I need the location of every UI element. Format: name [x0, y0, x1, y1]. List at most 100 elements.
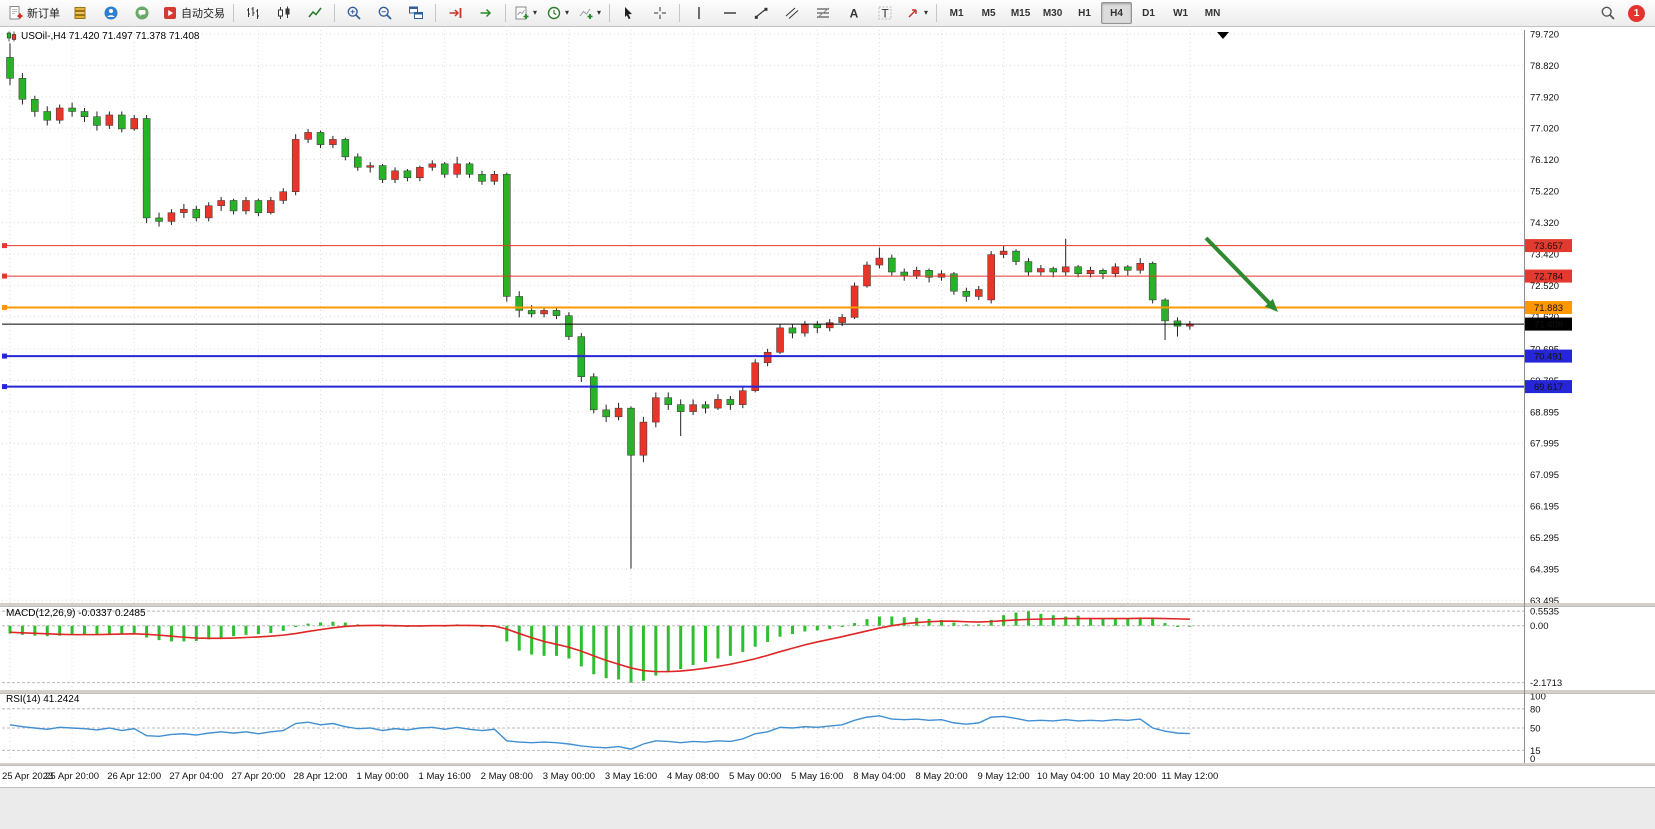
indicators-button[interactable]: ▾: [574, 1, 605, 25]
zoom-out-button[interactable]: [370, 1, 400, 25]
scroll-position-marker: [1217, 32, 1229, 39]
label-tool-icon: T: [878, 6, 892, 21]
zoom-in-button[interactable]: [339, 1, 369, 25]
chart-shift-button[interactable]: [440, 1, 470, 25]
vertical-line-icon: [698, 7, 700, 19]
fibonacci-tool-button[interactable]: [808, 1, 838, 25]
line-chart-mode-button[interactable]: [300, 1, 330, 25]
trend-arrow-annotation[interactable]: [1204, 236, 1278, 312]
horizontal-lines[interactable]: 73.657 72.784 71.883 70.491 69.617 71.408: [2, 239, 1572, 394]
svg-text:2 May 08:00: 2 May 08:00: [481, 771, 533, 782]
vertical-line-tool-button[interactable]: [684, 1, 714, 25]
svg-text:T: T: [881, 7, 889, 21]
svg-text:-2.1713: -2.1713: [1530, 678, 1562, 689]
svg-text:9 May 12:00: 9 May 12:00: [977, 771, 1029, 782]
svg-text:77.020: 77.020: [1530, 124, 1559, 135]
tile-windows-button[interactable]: [401, 1, 431, 25]
label-tool-button[interactable]: T: [870, 1, 900, 25]
svg-text:10 May 20:00: 10 May 20:00: [1099, 771, 1157, 782]
timeframe-mn-button[interactable]: MN: [1204, 7, 1221, 19]
rsi-indicator-label: RSI(14) 41.2424: [6, 694, 80, 705]
svg-text:0.00: 0.00: [1530, 621, 1549, 632]
svg-text:27 Apr 20:00: 27 Apr 20:00: [231, 771, 285, 782]
timeframe-h1-button[interactable]: H1: [1078, 7, 1091, 19]
chat-icon: [135, 6, 149, 20]
bar-chart-mode-button[interactable]: [238, 1, 268, 25]
notification-badge[interactable]: 1: [1628, 4, 1645, 22]
svg-text:8 May 04:00: 8 May 04:00: [853, 771, 905, 782]
chat-button[interactable]: [127, 1, 157, 25]
timeframe-d1-button[interactable]: D1: [1142, 7, 1155, 19]
toolbar-separator: [435, 4, 436, 22]
svg-text:4 May 08:00: 4 May 08:00: [667, 771, 719, 782]
timeframe-m5-button[interactable]: M5: [981, 7, 996, 19]
svg-text:27 Apr 04:00: 27 Apr 04:00: [169, 771, 223, 782]
trendline-icon: [754, 7, 768, 19]
svg-text:79.720: 79.720: [1530, 30, 1559, 41]
toolbar: 新订单 自动交易: [0, 0, 1655, 27]
svg-text:3 May 00:00: 3 May 00:00: [543, 771, 595, 782]
svg-text:11 May 12:00: 11 May 12:00: [1161, 771, 1218, 782]
auto-trading-label: 自动交易: [181, 8, 225, 20]
chart-shift-icon: [449, 8, 462, 18]
svg-text:75.220: 75.220: [1530, 187, 1559, 198]
arrows-tool-icon: [908, 9, 917, 18]
text-tool-icon: A: [850, 7, 859, 21]
cursor-tool-button[interactable]: [614, 1, 644, 25]
candlestick-mode-button[interactable]: [269, 1, 299, 25]
trendline-tool-button[interactable]: [746, 1, 776, 25]
svg-text:100: 100: [1530, 692, 1546, 703]
svg-text:15: 15: [1530, 746, 1541, 757]
macd-indicator-label: MACD(12,26,9) -0.0337 0.2485: [6, 608, 146, 619]
zoom-out-icon: [378, 6, 392, 20]
community-icon: [104, 6, 118, 20]
svg-text:72.520: 72.520: [1530, 281, 1559, 292]
svg-text:74.320: 74.320: [1530, 218, 1559, 229]
community-button[interactable]: [96, 1, 126, 25]
chart-canvas[interactable]: 79.720 78.820 77.920 77.020 76.120 75.220 74.3…: [0, 28, 1655, 829]
dropdown-caret: ▾: [924, 8, 929, 17]
dropdown-caret: ▾: [533, 8, 538, 17]
svg-text:76.120: 76.120: [1530, 155, 1559, 166]
auto-scroll-button[interactable]: [471, 1, 501, 25]
timeframe-m15-button[interactable]: M15: [1010, 7, 1031, 19]
line-chart-icon: [308, 7, 322, 18]
new-order-button[interactable]: 新订单: [4, 1, 64, 25]
market-watch-icon: [74, 7, 86, 19]
crosshair-icon: [654, 7, 667, 19]
text-tool-button[interactable]: A: [839, 1, 869, 25]
rsi-panel: [9, 715, 1190, 750]
periods-button[interactable]: ▾: [542, 1, 573, 25]
new-chart-icon: [515, 6, 529, 20]
arrows-tool-button[interactable]: ▾: [901, 1, 932, 25]
svg-text:63.495: 63.495: [1530, 596, 1559, 607]
timeframe-m30-button[interactable]: M30: [1042, 7, 1063, 19]
svg-text:8 May 20:00: 8 May 20:00: [915, 771, 967, 782]
crosshair-tool-button[interactable]: [645, 1, 675, 25]
chart-ohlc-header: USOil-,H4 71.420 71.497 71.378 71.408: [6, 31, 199, 42]
toolbar-separator: [679, 4, 681, 22]
svg-text:77.920: 77.920: [1530, 92, 1559, 103]
chart-window: 79.720 78.820 77.920 77.020 76.120 75.220 74.3…: [0, 28, 1655, 829]
search-button[interactable]: [1593, 1, 1623, 25]
horizontal-line-tool-button[interactable]: [715, 1, 745, 25]
bar-chart-icon: [247, 7, 259, 19]
timeframe-h4-button[interactable]: H4: [1101, 2, 1133, 24]
timeframe-w1-button[interactable]: W1: [1173, 7, 1189, 19]
svg-text:28 Apr 12:00: 28 Apr 12:00: [294, 771, 348, 782]
channel-tool-button[interactable]: [777, 1, 807, 25]
svg-text:80: 80: [1530, 704, 1541, 715]
toolbar-separator: [936, 4, 938, 22]
svg-text:66.195: 66.195: [1530, 502, 1559, 513]
new-chart-button[interactable]: ▾: [510, 1, 541, 25]
svg-text:50: 50: [1530, 724, 1541, 735]
ohlc-header-text: USOil-,H4 71.420 71.497 71.378 71.408: [21, 31, 200, 42]
auto-trading-button[interactable]: 自动交易: [158, 1, 229, 25]
market-watch-button[interactable]: [65, 1, 95, 25]
channel-icon: [785, 7, 799, 19]
search-icon: [1601, 6, 1615, 20]
svg-text:70.491: 70.491: [1534, 352, 1563, 363]
timeframe-m1-button[interactable]: M1: [949, 7, 964, 19]
svg-text:71.408: 71.408: [1534, 320, 1563, 331]
